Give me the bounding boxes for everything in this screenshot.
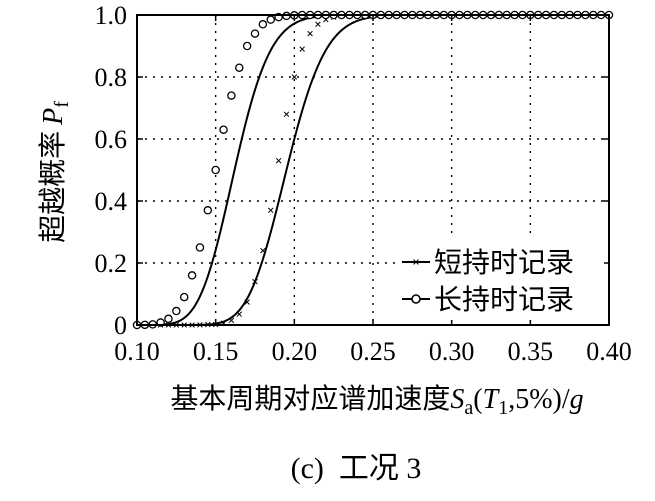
y-axis-label-symbol: P: [38, 108, 69, 126]
data-point: [260, 247, 266, 254]
data-point: [307, 30, 313, 37]
x-marker-stroke: [315, 21, 321, 28]
data-point: [283, 111, 290, 117]
x-axis-label-T-sub: 1: [498, 397, 508, 419]
data-point: [267, 207, 274, 214]
tick-labels: 0.10 0.15 0.20 0.25 0.30 0.35 0.40 0 0.2 0.4 0.6 0.…: [95, 1, 632, 366]
x-axis-label-symbol: S: [450, 384, 464, 415]
legend-x-marker: [413, 259, 419, 265]
y-tick-label: 1.0: [95, 1, 128, 30]
x-marker-stroke: [252, 278, 258, 285]
x-marker-stroke: [299, 46, 305, 52]
x-marker-stroke: [267, 207, 274, 214]
y-tick-label: 0.4: [95, 187, 128, 216]
data-point: [266, 15, 275, 24]
legend: 短持时记录 长持时记录: [396, 238, 604, 320]
y-axis-label: 超越概率 Pf: [37, 101, 73, 243]
x-axis-label: 基本周期对应谱加速度Sa(T1,5%)/g: [170, 383, 583, 419]
data-point: [250, 29, 260, 38]
y-tick-label: 0.8: [95, 63, 128, 92]
legend-label-short: 短持时记录: [434, 247, 574, 279]
data-point: [299, 46, 305, 52]
x-marker-stroke: [283, 111, 290, 117]
x-marker-stroke: [291, 74, 298, 80]
data-point: [179, 292, 189, 302]
data-point: [203, 206, 213, 215]
data-point: [164, 314, 173, 324]
x-marker-stroke: [260, 247, 266, 254]
x-tick-label: 0.15: [193, 337, 239, 366]
x-axis-label-T: T: [483, 384, 501, 415]
data-point: [244, 299, 250, 305]
y-axis-label-text: 超越概率: [37, 131, 69, 243]
legend-marker-short: [413, 259, 419, 265]
data-point: [228, 317, 235, 324]
data-point: [172, 306, 181, 316]
data-point: [227, 91, 236, 100]
legend-background: [396, 238, 604, 320]
x-marker-stroke: [275, 157, 282, 164]
data-point: [236, 311, 243, 317]
legend-marker-long: [411, 294, 421, 304]
data-point: [252, 278, 258, 285]
x-tick-label: 0.10: [114, 337, 160, 366]
x-axis-label-symbol-sub: a: [464, 397, 473, 419]
y-tick-label: 0: [114, 311, 127, 340]
data-point: [258, 20, 268, 29]
data-point: [211, 165, 220, 175]
x-marker-stroke: [413, 259, 419, 265]
legend-label-long: 长持时记录: [434, 284, 574, 316]
y-tick-label: 0.2: [95, 249, 128, 278]
y-axis-label-subscript: f: [51, 101, 73, 108]
x-marker-stroke: [236, 311, 243, 317]
x-axis-label-rest: ,5%)/: [508, 384, 570, 415]
data-point: [219, 125, 228, 134]
data-point: [291, 74, 298, 80]
data-point: [275, 157, 282, 164]
x-tick-label: 0.40: [586, 337, 632, 366]
x-axis-label-g: g: [570, 384, 584, 415]
data-point: [242, 41, 252, 51]
x-marker-stroke: [244, 299, 250, 305]
x-axis-label-paren: (: [473, 384, 482, 415]
x-tick-label: 0.25: [350, 337, 396, 366]
x-axis-label-text: 基本周期对应谱加速度: [170, 383, 450, 415]
axis-ticks: [136, 14, 610, 326]
data-point: [195, 243, 205, 252]
figure-caption: (c) 工况 3: [291, 452, 422, 485]
x-tick-label: 0.30: [429, 337, 475, 366]
x-marker-stroke: [307, 30, 313, 37]
x-tick-label: 0.35: [508, 337, 554, 366]
x-marker-stroke: [228, 317, 235, 324]
data-point: [187, 271, 197, 280]
data-point: [315, 21, 321, 28]
data-point: [235, 63, 244, 72]
y-tick-label: 0.6: [95, 125, 128, 154]
x-tick-label: 0.20: [272, 337, 318, 366]
